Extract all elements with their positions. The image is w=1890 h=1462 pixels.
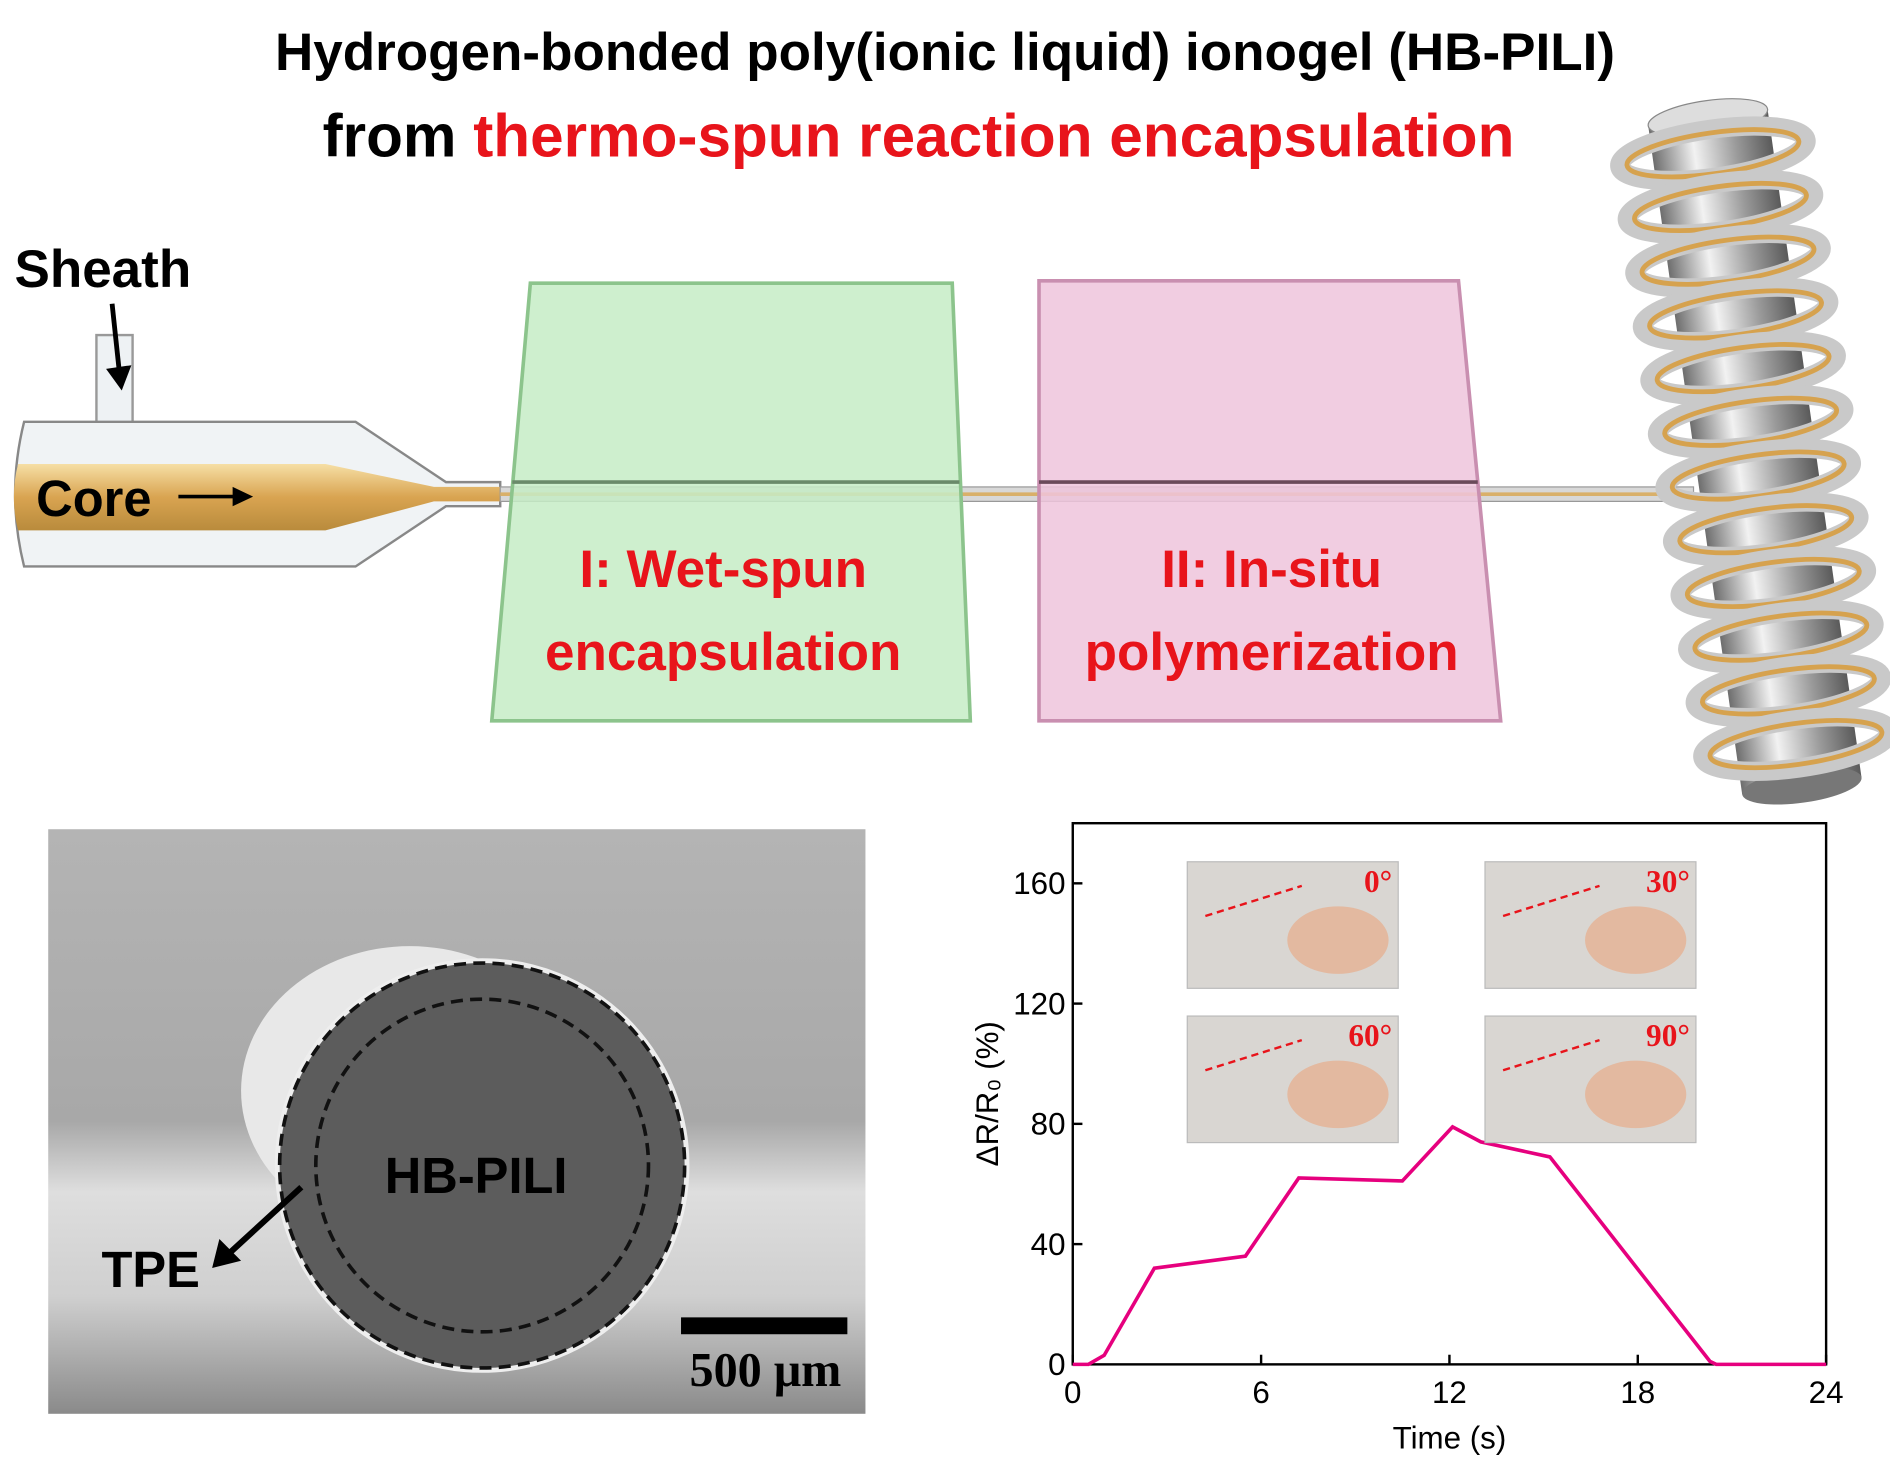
coil-fiber [1639,234,1817,287]
core-annotation: HB-PILI [385,1147,568,1204]
polymerization-bath [1037,279,1503,723]
coil-fiber [1707,718,1885,771]
x-tick-label: 0 [1064,1375,1081,1410]
hand [1287,906,1389,974]
plot-frame [1071,821,1828,1366]
chart: 0 6 12 18 24 0 40 80 120 160 Time (s) ΔR/R₀ (%) 0° 30… [970,821,1844,1456]
y-tick-label: 160 [1013,866,1065,901]
scale-bar-label: 500 μm [689,1344,841,1397]
data-line [1072,1124,1827,1367]
angle-guide [1204,884,1303,918]
wet-spin-bath [489,281,973,723]
coil-fiber [1662,395,1840,448]
title-prefix: from [323,102,474,170]
title: Hydrogen-bonded poly(ionic liquid) ionog… [275,23,1615,82]
step-label: I: Wet-spun [579,540,867,599]
x-tick-label: 12 [1432,1375,1467,1410]
y-tick-label: 40 [1031,1227,1066,1262]
angle-guide [1204,1039,1303,1072]
nozzle [13,303,502,568]
photo-label: 0° [1364,864,1392,899]
step-label: encapsulation [545,623,901,682]
y-tick-label: 80 [1031,1107,1066,1142]
spool [1610,98,1890,805]
sheath-label: Sheath [14,240,191,299]
title-highlight: thermo-spun reaction encapsulation [473,102,1514,170]
x-tick-label: 6 [1252,1375,1269,1410]
step-label: II: In-situ [1161,540,1382,599]
hand [1585,1060,1687,1129]
title-line2: from thermo-spun reaction encapsulation [323,102,1515,170]
y-tick-label: 0 [1048,1347,1065,1382]
photo-label: 60° [1348,1018,1392,1053]
step-label: polymerization [1085,623,1459,682]
shell-annotation: TPE [101,1241,199,1298]
core-label: Core [36,470,151,527]
hand [1287,1060,1389,1129]
y-axis-label: ΔR/R₀ (%) [970,1021,1005,1166]
hand [1585,906,1687,974]
photo-label: 90° [1646,1018,1690,1053]
y-tick-label: 120 [1013,986,1065,1021]
sem-image [48,829,866,1414]
x-tick-label: 18 [1620,1375,1655,1410]
photo-label: 30° [1646,864,1690,899]
coil-fiber [1654,342,1832,395]
angle-guide [1502,884,1600,918]
coil [1693,707,1890,781]
x-axis-label: Time (s) [1393,1421,1507,1456]
x-tick-label: 24 [1809,1375,1844,1410]
angle-guide [1502,1039,1600,1072]
